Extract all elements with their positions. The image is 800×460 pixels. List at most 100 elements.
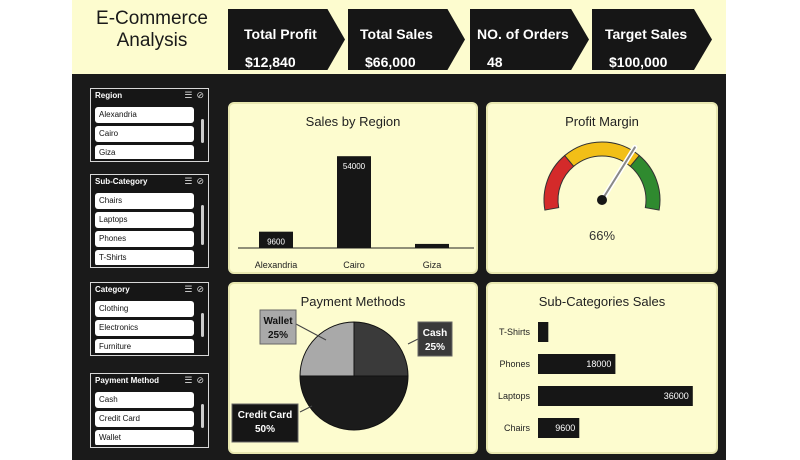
slicer-item[interactable]: Chairs (95, 193, 194, 209)
slicer-title: Sub-Category (95, 177, 148, 186)
slicer-payment-method: Payment Method ☰ ⊘ Cash Credit Card Walle… (90, 373, 209, 448)
gauge-svg: 66% (543, 141, 661, 243)
kpi-label: Total Sales (360, 26, 433, 42)
clear-filter-icon[interactable]: ⊘ (196, 284, 204, 294)
kpi-value: 48 (487, 54, 503, 70)
pie-slice-cash (353, 321, 409, 377)
tick-label: T-Shirts (499, 327, 531, 337)
chart-title: Sub-Categories Sales (538, 294, 666, 309)
callout-box-credit-card (231, 403, 299, 443)
multi-select-icon[interactable]: ☰ (184, 284, 193, 294)
pie-slice-credit-card (299, 375, 409, 431)
bar-giza (415, 243, 449, 248)
slicer-item[interactable]: Giza (95, 145, 194, 159)
slicer-title: Region (95, 91, 123, 100)
slice-value-label: 50% (255, 424, 275, 435)
slice-value-label: 25% (268, 330, 288, 341)
pie-slice-wallet (299, 321, 355, 377)
slicer-category: Category ☰ ⊘ Clothing Electronics Furnitu… (90, 282, 209, 356)
kpi-label: Total Profit (244, 26, 317, 42)
multi-select-icon[interactable]: ☰ (184, 90, 193, 100)
slicer-item[interactable]: Wallet (95, 430, 194, 445)
multi-select-icon[interactable]: ☰ (184, 176, 193, 186)
kpi-label: NO. of Orders (477, 26, 569, 42)
dashboard: E-Commerce Analysis Total Profit $12,840… (72, 0, 726, 460)
gauge-hub (597, 195, 607, 205)
bar-laptops (538, 386, 693, 406)
slicer-header: Sub-Category ☰ ⊘ (91, 175, 208, 191)
leader-line (299, 405, 313, 413)
clear-filter-icon[interactable]: ⊘ (196, 375, 204, 385)
slicer-header: Region ☰ ⊘ (91, 89, 208, 105)
slicer-item[interactable]: Cairo (95, 126, 194, 142)
kpi-total-profit: Total Profit $12,840 (228, 9, 345, 70)
slicer-item[interactable]: Furniture (95, 339, 194, 353)
callout-box-cash (417, 321, 453, 357)
clear-filter-icon[interactable]: ⊘ (196, 90, 204, 100)
slicer-scrollbar[interactable] (201, 119, 204, 143)
chart-title: Profit Margin (565, 114, 639, 129)
kpi-value: $100,000 (609, 54, 668, 70)
bar-cairo (337, 156, 371, 248)
slicer-item[interactable]: Credit Card (95, 411, 194, 427)
slicer-sub-category: Sub-Category ☰ ⊘ Chairs Laptops Phones T-… (90, 174, 209, 268)
slicer-scrollbar[interactable] (201, 205, 204, 245)
slicer-item[interactable]: Alexandria (95, 107, 194, 123)
slicer-scrollbar[interactable] (201, 313, 204, 337)
slice-name-label: Cash (423, 328, 447, 339)
bar-t-shirts (538, 322, 549, 342)
slice-name-label: Wallet (263, 316, 293, 327)
tick-label: Laptops (498, 391, 531, 401)
tick-label: Phones (499, 359, 530, 369)
chart-sales-by-region: Sales by Region 9600 Alexandria 54000 Cairo… (228, 102, 478, 274)
chart-title: Sales by Region (305, 114, 401, 129)
data-label: 36000 (664, 391, 689, 401)
multi-select-icon[interactable]: ☰ (184, 375, 193, 385)
kpi-value: $66,000 (365, 54, 416, 70)
page-title: E-Commerce Analysis (82, 8, 222, 68)
chart-profit-margin: Profit Margin 66% (486, 102, 718, 274)
kpi-value: $12,840 (245, 54, 296, 70)
slicer-scrollbar[interactable] (201, 404, 204, 428)
pie-svg: Cash 25% Credit Card 50% Wallet 25% (231, 309, 453, 443)
gauge-needle (601, 146, 636, 201)
chart-sub-categories-sales: Sub-Categories Sales T-Shirts Phones 18000… (486, 282, 718, 454)
callout-box-wallet (259, 309, 297, 345)
region-chart-svg: 9600 Alexandria 54000 Cairo Giza (238, 156, 474, 270)
bar-chairs (538, 418, 580, 438)
slicer-item[interactable]: Phones (95, 231, 194, 247)
leader-line (295, 323, 327, 341)
data-label: 18000 (586, 359, 611, 369)
hbar-svg: T-Shirts Phones 18000 Laptops 36000 Chairs 960… (498, 322, 693, 438)
kpi-target-sales: Target Sales $100,000 (592, 9, 712, 70)
gauge-band-red (543, 154, 575, 211)
bar-phones (538, 354, 616, 374)
tick-label: Giza (423, 260, 442, 270)
slicer-title: Payment Method (95, 376, 160, 385)
tick-label: Cairo (343, 260, 365, 270)
chart-title: Payment Methods (300, 294, 406, 309)
data-label: 9600 (267, 238, 285, 247)
slicer-header: Category ☰ ⊘ (91, 283, 208, 299)
kpi-orders: NO. of Orders 48 (470, 9, 589, 70)
slicer-title: Category (95, 285, 130, 294)
title-line-2: Analysis (116, 30, 188, 51)
slice-value-label: 25% (425, 342, 445, 353)
slicer-item[interactable]: Laptops (95, 212, 194, 228)
slicer-item[interactable]: Clothing (95, 301, 194, 317)
tick-label: Alexandria (255, 260, 298, 270)
bar-alexandria (259, 231, 293, 248)
slicer-item[interactable]: Electronics (95, 320, 194, 336)
slicer-region: Region ☰ ⊘ Alexandria Cairo Giza (90, 88, 209, 162)
title-line-1: E-Commerce (96, 8, 208, 29)
slicer-item[interactable]: T-Shirts (95, 250, 194, 265)
data-label: 9600 (555, 423, 575, 433)
gauge-band-green (629, 154, 661, 211)
tick-label: Chairs (504, 423, 531, 433)
clear-filter-icon[interactable]: ⊘ (196, 176, 204, 186)
slicer-header: Payment Method ☰ ⊘ (91, 374, 208, 390)
kpi-total-sales: Total Sales $66,000 (348, 9, 465, 70)
chart-payment-methods: Payment Methods Cash 25% Credit Card 50% Wal… (228, 282, 478, 454)
slicer-item[interactable]: Cash (95, 392, 194, 408)
leader-line (407, 338, 419, 345)
